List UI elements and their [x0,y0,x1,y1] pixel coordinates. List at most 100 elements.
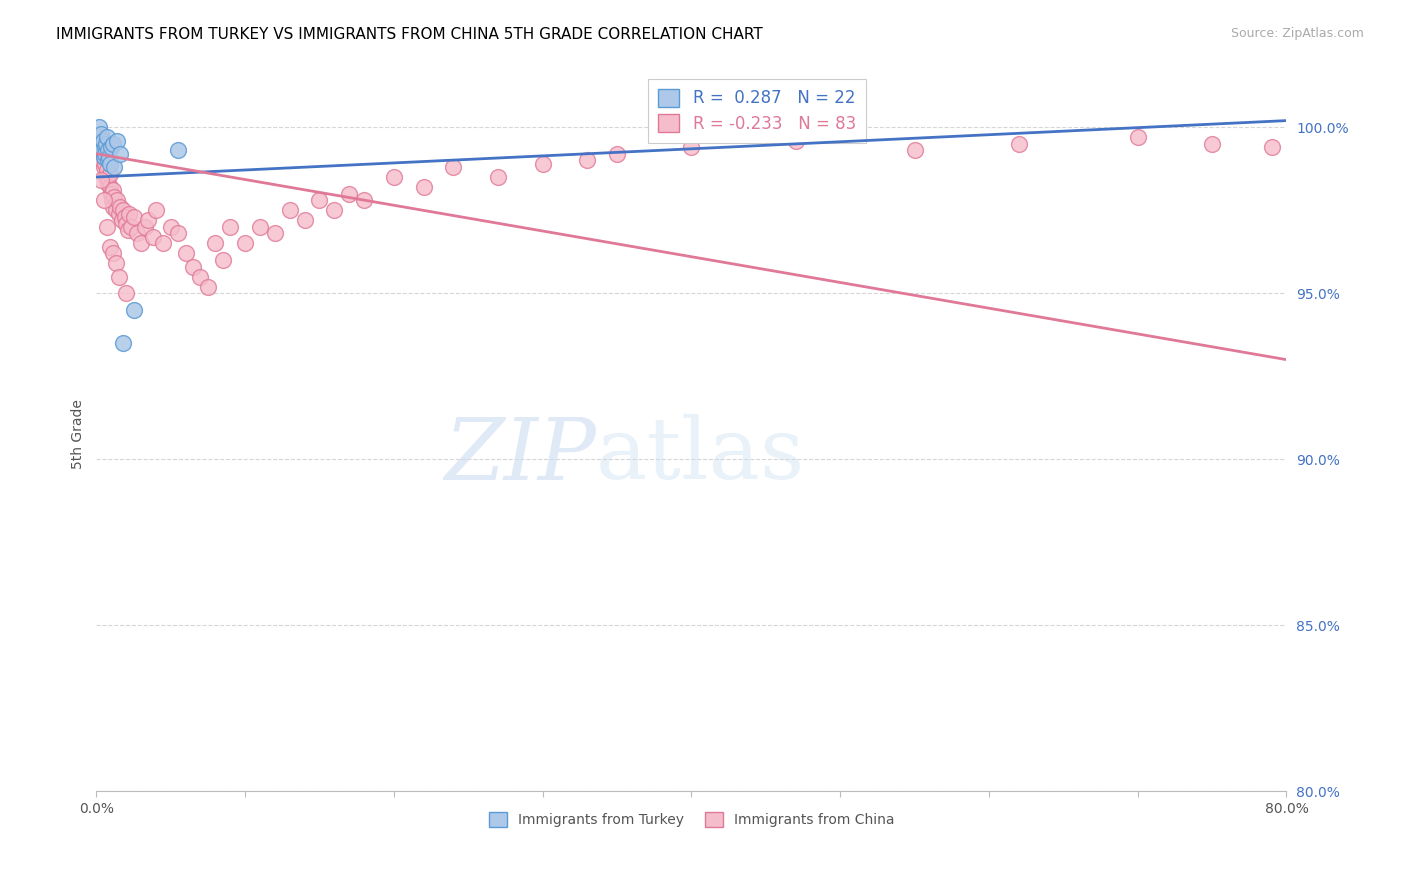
Point [108,146,131,161]
Point [91,144,114,158]
Point [96,177,118,191]
Point [96,219,118,234]
Point [97,153,120,168]
Point [1126,130,1149,145]
Point [122,210,145,224]
Point [98,150,121,164]
Point [100,140,122,154]
Point [108,200,131,214]
Point [91,134,114,148]
Point [142,229,165,244]
Point [441,160,464,174]
Point [263,227,285,241]
Point [145,203,167,218]
Point [101,194,124,208]
Point [111,213,134,227]
Point [96,163,118,178]
Point [90,127,112,141]
Point [98,240,121,254]
Point [97,169,120,184]
Point [90,173,112,187]
Text: atlas: atlas [596,414,806,498]
Point [174,246,197,260]
Point [90,136,112,151]
Point [94,136,117,151]
Point [94,157,117,171]
Point [118,206,141,220]
Point [382,169,405,184]
Point [190,269,212,284]
Point [115,286,138,301]
Point [90,144,112,158]
Text: IMMIGRANTS FROM TURKEY VS IMMIGRANTS FROM CHINA 5TH GRADE CORRELATION CHART: IMMIGRANTS FROM TURKEY VS IMMIGRANTS FRO… [56,27,763,42]
Point [308,194,330,208]
Point [1008,136,1031,151]
Point [606,146,628,161]
Point [96,144,118,158]
Point [138,213,160,227]
Point [93,150,115,164]
Point [167,227,190,241]
Point [104,256,127,270]
Point [120,219,142,234]
Point [112,203,135,218]
Point [159,219,181,234]
Point [249,219,271,234]
Text: Source: ZipAtlas.com: Source: ZipAtlas.com [1230,27,1364,40]
Point [486,169,509,184]
Point [98,153,121,168]
Point [903,144,925,158]
Point [94,146,117,161]
Point [1201,136,1223,151]
Point [96,130,118,145]
Point [91,146,114,161]
Point [107,206,129,220]
Point [101,136,124,151]
Point [105,134,128,148]
Point [89,140,111,154]
Point [105,194,128,208]
Point [117,223,139,237]
Point [323,203,346,218]
Point [98,180,121,194]
Point [531,157,554,171]
Point [87,146,110,161]
Point [233,236,256,251]
Point [122,302,145,317]
Point [87,120,110,135]
Point [87,136,110,151]
Point [103,160,125,174]
Point [115,217,138,231]
Point [576,153,599,168]
Point [98,157,121,171]
Y-axis label: 5th Grade: 5th Grade [72,400,86,469]
Point [412,180,434,194]
Point [181,260,204,274]
Point [104,203,127,218]
Point [681,140,703,154]
Point [89,130,111,145]
Point [100,167,122,181]
Point [93,136,115,151]
Point [114,210,136,224]
Point [167,144,190,158]
Point [1260,140,1282,154]
Point [93,160,115,174]
Point [152,236,174,251]
Point [785,134,807,148]
Point [94,150,117,164]
Point [93,194,115,208]
Point [107,269,129,284]
Point [219,219,242,234]
Point [112,336,135,351]
Point [134,219,156,234]
Point [278,203,301,218]
Point [103,190,125,204]
Legend: Immigrants from Turkey, Immigrants from China: Immigrants from Turkey, Immigrants from … [482,805,901,834]
Point [103,183,125,197]
Point [211,253,233,268]
Point [197,279,219,293]
Point [94,169,117,184]
Point [100,186,122,201]
Point [337,186,360,201]
